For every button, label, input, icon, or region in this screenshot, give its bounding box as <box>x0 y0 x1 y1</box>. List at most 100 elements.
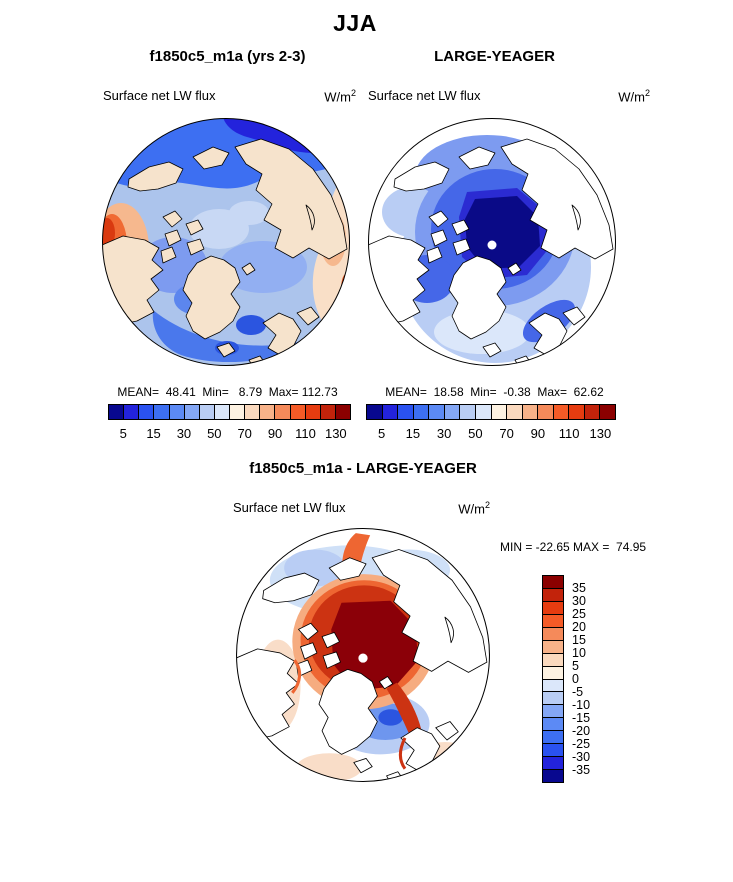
colorbar-cell <box>397 405 413 419</box>
colorbar-tick-label: 5 <box>119 426 127 441</box>
diff-map <box>235 527 491 783</box>
colorbar-cell <box>543 743 563 757</box>
colorbar-cell <box>367 405 382 419</box>
colorbar-cell <box>274 405 290 419</box>
diff-panel-title: f1850c5_m1a - LARGE-YEAGER <box>249 460 477 477</box>
colorbar-tick-label: 25 <box>572 607 586 621</box>
diff-field-label: Surface net LW flux <box>233 500 346 515</box>
colorbar-tick-label: 130 <box>589 426 612 441</box>
colorbar-tick-label: 0 <box>572 672 579 686</box>
colorbar-cell <box>506 405 522 419</box>
colorbar-tick-label: 30 <box>572 594 586 608</box>
obs-map <box>367 117 617 367</box>
colorbar-cell <box>568 405 584 419</box>
colorbar-cell <box>244 405 260 419</box>
season-title: JJA <box>333 10 377 36</box>
colorbar-labels: 35 30 25 20 15 10 5 0 -5 -10 -15 -20 -25 -30 -35 <box>572 575 606 783</box>
obs-panel-title: LARGE-YEAGER <box>434 48 555 65</box>
colorbar-cell <box>552 405 569 419</box>
colorbar-tick-label: 70 <box>237 426 252 441</box>
colorbar-cell <box>543 600 563 614</box>
colorbar-cell <box>381 405 398 419</box>
pole-dot <box>358 653 368 663</box>
colorbar-tick-label: 30 <box>176 426 192 441</box>
colorbar-cell <box>168 405 184 419</box>
colorbar-tick-label: -20 <box>572 724 591 738</box>
colorbar-cell <box>412 405 429 419</box>
colorbar-cells <box>542 575 564 783</box>
diff-units-label: W/m2 <box>458 500 490 517</box>
diff-colorbar: 35 30 25 20 15 10 5 0 -5 -10 -15 -20 -25 -30 -35 <box>542 575 612 783</box>
colorbar-tick-label: 130 <box>324 426 347 441</box>
colorbar-cell <box>537 405 553 419</box>
colorbar-cell <box>543 717 563 731</box>
colorbar-cell <box>198 405 214 419</box>
colorbar-cell <box>443 405 460 419</box>
colorbar-tick-label: 90 <box>530 426 546 441</box>
colorbar-tick-label: -25 <box>572 737 591 751</box>
model-map <box>101 117 351 367</box>
colorbar-cell <box>543 613 563 627</box>
colorbar-cells <box>108 404 351 420</box>
colorbar-tick-label: 15 <box>405 426 421 441</box>
diff-minmax: MIN = -22.65 MAX = 74.95 <box>500 540 647 554</box>
obs-colorbar: 5 15 30 50 70 90 110 130 <box>366 404 616 441</box>
colorbar-cell <box>289 405 305 419</box>
colorbar-labels: 5 15 30 50 70 90 110 130 <box>108 426 351 441</box>
colorbar-labels: 5 15 30 50 70 90 110 130 <box>366 426 616 441</box>
colorbar-cell <box>543 587 563 601</box>
pole-dot <box>487 240 497 250</box>
colorbar-cell <box>543 769 563 782</box>
colorbar-cell <box>459 405 475 419</box>
colorbar-cells <box>366 404 616 420</box>
colorbar-tick-label: 5 <box>572 659 579 673</box>
colorbar-cell <box>428 405 444 419</box>
colorbar-cell <box>543 730 563 744</box>
colorbar-cell <box>543 665 563 679</box>
diff-subtitle-row: Surface net LW flux W/m2 <box>233 500 490 516</box>
map-boundary-circle <box>102 118 350 366</box>
model-units-label: W/m2 <box>324 88 356 105</box>
colorbar-tick-label: -10 <box>572 698 591 712</box>
colorbar-cell <box>543 678 563 692</box>
colorbar-cell <box>521 405 538 419</box>
colorbar-cell <box>183 405 199 419</box>
colorbar-cell <box>229 405 245 419</box>
colorbar-cell <box>543 704 563 718</box>
colorbar-tick-label: 50 <box>207 426 222 441</box>
colorbar-cell <box>490 405 507 419</box>
colorbar-tick-label: 35 <box>572 581 586 595</box>
colorbar-tick-label: 90 <box>267 426 283 441</box>
colorbar-tick-label: 30 <box>436 426 452 441</box>
colorbar-cell <box>109 405 124 419</box>
colorbar-cell <box>543 652 563 666</box>
colorbar-cell <box>213 405 229 419</box>
colorbar-tick-label: -35 <box>572 763 591 777</box>
colorbar-cell <box>543 626 563 640</box>
colorbar-tick-label: 15 <box>146 426 161 441</box>
colorbar-tick-label: 70 <box>499 426 514 441</box>
colorbar-tick-label: 50 <box>468 426 483 441</box>
obs-stats: MEAN= 18.58 Min= -0.38 Max= 62.62 <box>385 385 604 399</box>
colorbar-cell <box>259 405 275 419</box>
colorbar-tick-label: 20 <box>572 620 586 634</box>
colorbar-cell <box>543 691 563 705</box>
colorbar-cell <box>138 405 154 419</box>
obs-field-label: Surface net LW flux <box>368 88 481 103</box>
model-stats: MEAN= 48.41 Min= 8.79 Max= 112.73 <box>117 385 338 399</box>
colorbar-tick-label: 5 <box>378 426 386 441</box>
colorbar-cell <box>123 405 139 419</box>
colorbar-cell <box>543 576 563 588</box>
colorbar-tick-label: 110 <box>295 426 316 441</box>
colorbar-cell <box>153 405 169 419</box>
obs-units-label: W/m2 <box>618 88 650 105</box>
colorbar-cell <box>334 405 350 419</box>
colorbar-cell <box>474 405 491 419</box>
map-boundary-circle <box>236 528 490 782</box>
model-panel-title: f1850c5_m1a (yrs 2-3) <box>149 48 306 65</box>
colorbar-tick-label: -30 <box>572 750 591 764</box>
colorbar-cell <box>319 405 335 419</box>
map-boundary-circle <box>368 118 616 366</box>
colorbar-tick-label: 10 <box>572 646 586 660</box>
model-colorbar: 5 15 30 50 70 90 110 130 <box>108 404 351 441</box>
